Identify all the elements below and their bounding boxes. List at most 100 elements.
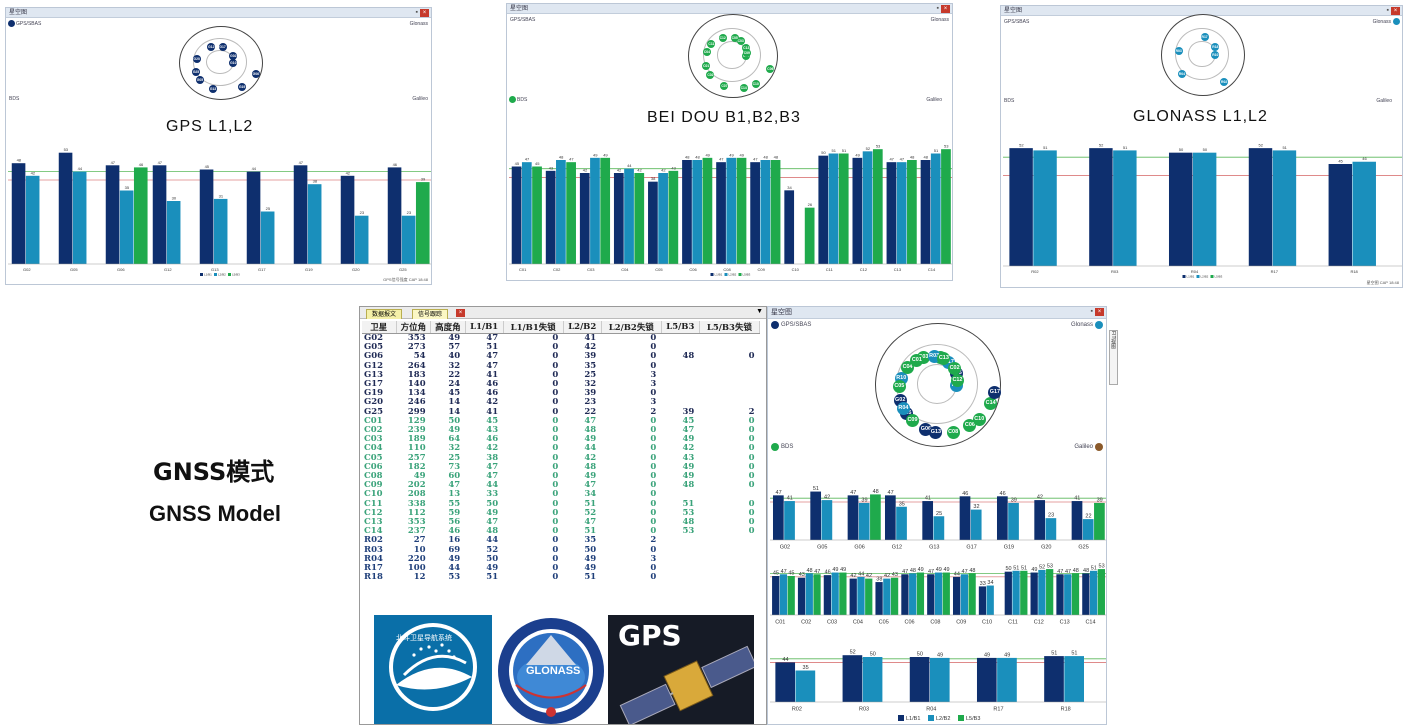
table-row[interactable]: G12 264 32 47 0 35 0 (362, 361, 760, 371)
column-header[interactable]: 卫星 (362, 321, 397, 334)
table-row[interactable]: R18 12 53 51 0 51 0 (362, 573, 760, 582)
gps-system-label: GPS/SBAS (510, 17, 536, 23)
table-row[interactable]: C09 202 47 44 0 47 0 48 0 (362, 481, 760, 490)
satellite-marker[interactable]: G02 (229, 52, 238, 61)
snr-bar (260, 211, 275, 264)
bar-value-label: 53 (1099, 564, 1105, 570)
satellite-marker[interactable]: C05 (730, 33, 739, 42)
satellite-marker[interactable]: G05 (195, 75, 204, 84)
side-tab-fit-view[interactable]: FIT视图 (1109, 330, 1118, 385)
table-cell: 49 (682, 434, 695, 445)
satellite-marker[interactable]: G25 (192, 68, 200, 77)
satellite-marker[interactable]: G19 (238, 83, 247, 92)
satellite-marker[interactable]: C09 (905, 414, 919, 428)
snr-bar (1113, 150, 1137, 266)
table-row[interactable]: G06 54 40 47 0 39 0 48 0 (362, 352, 760, 361)
satellite-marker[interactable]: C12 (718, 33, 727, 42)
window-controls[interactable]: ▪ × (937, 5, 950, 13)
satellite-marker[interactable]: C07 (720, 81, 729, 90)
satellite-marker[interactable]: C01 (702, 62, 711, 71)
table-row[interactable]: G05 273 57 51 0 42 0 (362, 342, 760, 352)
table-cell: 0 (650, 351, 657, 362)
satellite-marker[interactable]: G17 (988, 385, 1002, 399)
satellite-marker[interactable]: C04 (702, 47, 711, 56)
table-row[interactable]: R03 10 69 52 0 50 0 (362, 545, 760, 555)
column-header[interactable]: 高度角 (430, 321, 466, 334)
dropdown-arrow-icon[interactable]: ▼ (756, 308, 763, 315)
tab-data-message[interactable]: 数据报文 (366, 309, 403, 319)
table-row[interactable]: C13 353 56 47 0 47 0 48 0 (362, 517, 760, 527)
table-row[interactable]: R04 220 49 50 0 49 3 (362, 554, 760, 564)
window-controls[interactable]: ▪ × (1387, 7, 1400, 15)
window-controls[interactable]: ▪ × (1091, 308, 1104, 316)
gps-system-icon (771, 321, 779, 329)
table-row[interactable]: C11 338 55 50 0 51 0 51 0 (362, 499, 760, 509)
satellite-marker[interactable]: C14 (739, 83, 748, 92)
close-icon[interactable]: × (456, 309, 465, 317)
satellite-marker[interactable]: R10 (1211, 51, 1220, 59)
column-header[interactable]: L5/B3 (661, 321, 700, 334)
satellite-marker[interactable]: C05 (892, 380, 906, 394)
satellite-marker[interactable]: R04 (1177, 69, 1186, 78)
satellite-marker[interactable]: G12 (207, 42, 216, 51)
table-row[interactable]: G17 140 24 46 0 32 3 (362, 379, 760, 389)
column-header[interactable]: L1/B1 (465, 321, 504, 334)
table-row[interactable]: C08 49 60 47 0 49 0 49 0 (362, 471, 760, 481)
table-row[interactable]: G19 134 45 46 0 39 0 (362, 389, 760, 398)
column-header[interactable]: L2/B2失锁 (601, 321, 662, 334)
table-row[interactable]: G13 183 22 41 0 25 3 (362, 370, 760, 380)
tab-bar: 数据报文 信号跟踪 × ▼ (360, 307, 766, 319)
satellite-marker[interactable]: C10 (972, 412, 986, 426)
satellite-marker[interactable]: G20 (192, 55, 201, 64)
table-row[interactable]: C02 239 49 43 0 48 0 47 0 (362, 425, 760, 435)
table-row[interactable]: R02 27 16 44 0 35 2 (362, 536, 760, 545)
snr-bar (1045, 518, 1057, 540)
column-header[interactable]: L1/B1失锁 (503, 321, 564, 334)
tab-signal-tracking[interactable]: 信号跟踪 (412, 309, 449, 319)
satellite-marker[interactable]: C02 (706, 71, 715, 80)
table-row[interactable]: G02 353 49 47 0 41 0 (362, 334, 760, 344)
column-header[interactable]: L5/B3失锁 (699, 321, 761, 334)
satellite-marker[interactable]: R18 (1211, 43, 1220, 52)
table-row[interactable]: C05 257 25 38 0 42 0 43 0 (362, 453, 760, 463)
satellite-marker[interactable]: R02 (1220, 77, 1229, 86)
table-row[interactable]: C03 189 64 46 0 49 0 49 0 (362, 435, 760, 444)
satellite-marker[interactable]: C13 (742, 44, 751, 53)
satellite-marker[interactable]: C03 (736, 36, 745, 45)
column-header[interactable]: 方位角 (396, 321, 432, 334)
satellite-marker[interactable]: C06 (766, 64, 775, 73)
satellite-marker[interactable]: C09 (742, 49, 751, 58)
satellite-marker[interactable]: G17 (218, 42, 227, 51)
satellite-marker[interactable]: G13 (209, 85, 217, 94)
table-row[interactable]: C01 129 50 45 0 47 0 45 0 (362, 416, 760, 426)
table-row[interactable]: R17 100 44 49 0 49 0 (362, 563, 760, 573)
satellite-marker[interactable]: G10 (229, 59, 238, 67)
satellite-marker[interactable]: G06 (251, 70, 260, 79)
table-row[interactable]: G25 299 14 41 0 22 2 39 2 (362, 406, 760, 417)
column-header[interactable]: L2/B2 (563, 321, 602, 334)
table-cell: 0 (552, 397, 559, 408)
satellite-marker[interactable]: C10 (751, 79, 760, 88)
satellite-marker[interactable]: G13 (929, 425, 943, 439)
table-row[interactable]: G20 246 14 42 0 23 3 (362, 398, 760, 407)
satellite-marker[interactable]: C11 (707, 40, 716, 49)
satellite-marker[interactable]: C14 (984, 397, 998, 411)
satellite-marker[interactable]: R17 (1200, 33, 1209, 42)
table-row[interactable]: C04 110 32 42 0 44 0 42 0 (362, 444, 760, 453)
bar-value-label: 42 (346, 170, 351, 175)
satellite-marker[interactable]: C02 (948, 362, 962, 376)
table-row[interactable]: C14 237 46 48 0 51 0 53 0 (362, 527, 760, 536)
window-controls[interactable]: ▪ × (416, 9, 429, 17)
satellite-marker[interactable]: R04 (896, 402, 910, 416)
table-row[interactable]: C12 112 59 49 0 52 0 53 0 (362, 508, 760, 518)
satellite-marker[interactable]: C12 (950, 374, 964, 388)
satellite-marker[interactable]: C13 (937, 352, 951, 366)
satellite-marker[interactable]: R03 (1174, 46, 1183, 55)
table-row[interactable]: C06 182 73 47 0 48 0 49 0 (362, 462, 760, 472)
satellite-marker[interactable]: C01 (910, 353, 924, 367)
table-row[interactable]: C10 208 13 33 0 34 0 (362, 490, 760, 499)
satellite-marker[interactable]: C08 (946, 425, 960, 439)
satellite-marker[interactable]: G06 (919, 422, 933, 436)
bar-value-label: 49 (832, 567, 838, 573)
table-cell: 0 (552, 406, 559, 417)
